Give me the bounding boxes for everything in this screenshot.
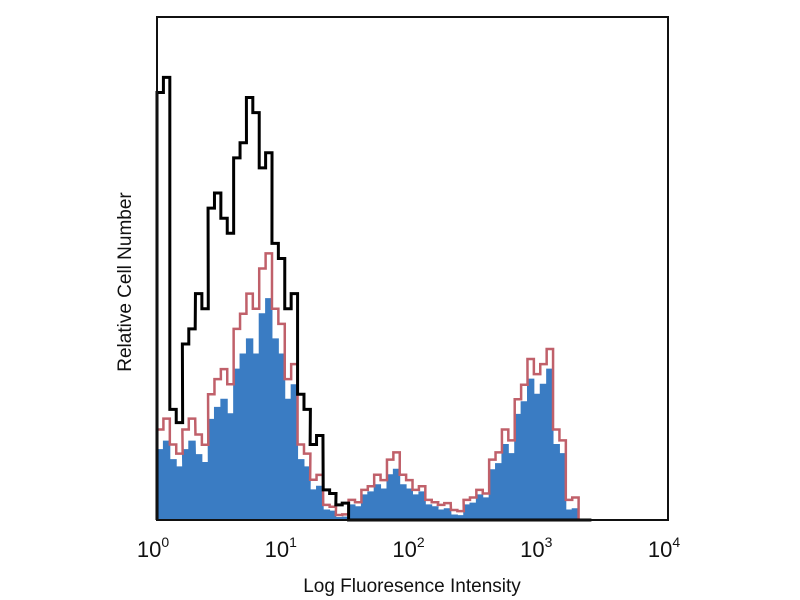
x-tick-label: 104 [648,534,680,562]
x-tick-label: 101 [265,534,297,562]
x-axis-label: Log Fluoresence Intensity [303,576,521,597]
x-tick-label: 100 [137,534,169,562]
x-tick-label: 102 [392,534,424,562]
histogram-series-2 [155,252,592,522]
x-tick-labels: 100 101 102 103 104 [137,534,680,562]
plot-frame [156,16,669,521]
x-tick-label: 103 [520,534,552,562]
histogram-series-group [155,75,592,522]
y-axis-label: Relative Cell Number [115,192,136,372]
